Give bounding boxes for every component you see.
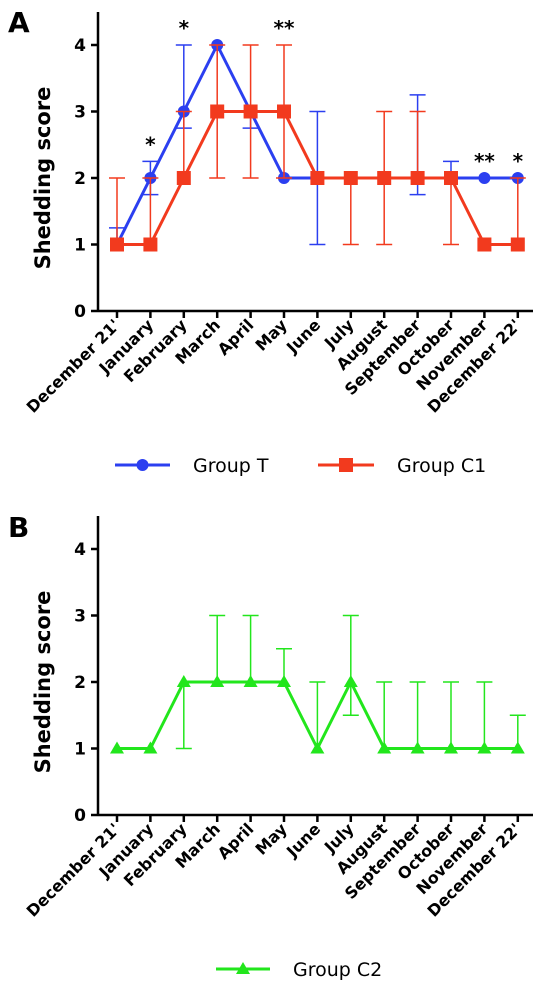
panel-a-ytick-label: 0: [74, 302, 86, 322]
panel-b-data-point: [210, 675, 225, 687]
panel-a-data-point: [277, 104, 291, 119]
panel-b-errorbar: [342, 614, 359, 716]
panel-b-errorbar: [443, 681, 459, 749]
panel-a-ytick-label: 2: [74, 169, 86, 189]
panel-a-ytick-label: 1: [74, 236, 86, 256]
panel-a-xtick-label: June: [282, 315, 324, 357]
panel-b-errorbar: [476, 681, 493, 749]
panel-a-data-point: [210, 104, 225, 119]
panel-b-series-1: [110, 614, 526, 754]
panel-a-legend-item: Group C1: [318, 455, 486, 477]
panel-b-data-point: [110, 741, 124, 754]
panel-a-legend: Group T Group C1: [115, 455, 486, 477]
panel-b-data-point: [176, 675, 191, 687]
panel-a-errorbar: [443, 178, 459, 246]
panel-b-ytick-label: 0: [74, 806, 86, 826]
panel-a-data-point: [243, 104, 258, 119]
panel-b-data-point: [243, 675, 258, 687]
panel-b-ylabel: Shedding score: [31, 591, 55, 774]
panel-a-data-point: [444, 171, 458, 185]
panel-a-data-point: [110, 237, 124, 252]
panel-a-data-point: [478, 172, 491, 184]
panel-b-xtick-label: June: [282, 819, 324, 861]
panel-a-ytick-label: 4: [74, 36, 86, 56]
panel-b-data-point: [277, 675, 291, 687]
panel-a-xtick-label: April: [214, 315, 258, 359]
panel-a-significance-marker: **: [274, 16, 295, 40]
panel-a-ylabel: Shedding score: [31, 87, 55, 270]
panel-a-data-point: [477, 237, 492, 252]
panel-b-ytick-label: 4: [74, 540, 86, 560]
panel-b-ytick-label: 3: [74, 607, 86, 627]
panel-a-errorbar: [409, 110, 426, 178]
panel-a-series-1: [109, 39, 524, 251]
panel-b-data-point: [377, 741, 392, 754]
panel-a-errorbar: [142, 177, 159, 245]
panel-a-significance-marker: **: [474, 149, 495, 173]
panel-a-legend-label: Group C1: [397, 455, 486, 477]
panel-a-data-point: [377, 171, 392, 185]
panel-a-letter: A: [8, 6, 30, 39]
panel-b-xtick-label: April: [214, 819, 258, 863]
panel-a-data-point: [143, 237, 158, 252]
panel-a-errorbar: [342, 178, 359, 246]
panel-b-legend: Group C2: [216, 959, 382, 981]
panel-b-ytick-label: 1: [74, 740, 86, 760]
panel-b-data-point: [410, 741, 425, 754]
panel-a-data-point: [410, 171, 425, 185]
panel-a-data-point: [343, 171, 358, 185]
panel-b-data-point: [510, 741, 525, 754]
panel-b-legend-item: Group C2: [216, 959, 382, 981]
panel-a-errorbar: [509, 177, 526, 245]
panel-b-data-point: [143, 741, 158, 754]
panel-a-data-point: [510, 237, 525, 252]
panel-a-significance-marker: *: [179, 16, 190, 40]
panel-b-errorbar: [409, 681, 426, 749]
panel-a-data-point: [176, 171, 191, 185]
panel-b-errorbar: [175, 682, 192, 750]
panel-a-errorbar: [175, 110, 192, 178]
panel-a-errorbar: [109, 177, 125, 245]
panel-a-ytick-label: 3: [74, 103, 86, 123]
panel-b-legend-marker: [236, 962, 250, 974]
panel-b-data-point: [444, 741, 458, 754]
panel-b-errorbar: [242, 614, 259, 682]
panel-a-legend-marker: [339, 458, 353, 472]
panel-b-errorbar: [376, 681, 393, 749]
panel-b-errorbar: [309, 681, 326, 749]
panel-a-legend-marker: [136, 459, 149, 471]
panel-b-legend-label: Group C2: [293, 959, 382, 981]
panel-b-ytick-label: 2: [74, 673, 86, 693]
panel-b-xtick-label: May: [251, 819, 291, 859]
panel-b-data-point: [343, 675, 358, 687]
panel-a-series-2: [109, 44, 526, 252]
panel-a-data-point: [310, 171, 325, 185]
panel-b-errorbar: [209, 614, 226, 682]
panel-a-legend-item: Group T: [115, 455, 269, 477]
panel-b-data-point: [310, 741, 325, 754]
panel-b-letter: B: [8, 511, 29, 544]
panel-a-significance-marker: *: [513, 149, 524, 173]
panel-a-significance-marker: *: [145, 132, 156, 156]
panel-b-data-point: [477, 741, 492, 754]
panel-a-legend-label: Group T: [193, 455, 269, 477]
panel-a-xtick-label: May: [251, 315, 291, 355]
